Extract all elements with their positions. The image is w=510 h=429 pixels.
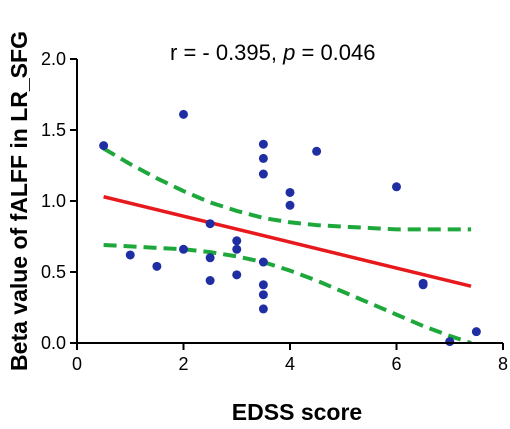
y-tick-label: 0.5	[41, 262, 66, 282]
data-point	[205, 253, 215, 263]
data-point	[285, 187, 295, 197]
confidence-band-lower	[103, 243, 472, 343]
confidence-band	[102, 146, 472, 343]
axes	[70, 58, 504, 350]
data-point	[179, 109, 188, 119]
data-point	[205, 276, 215, 286]
data-point	[258, 304, 268, 314]
data-point	[312, 146, 322, 156]
x-tick-label: 0	[72, 354, 82, 374]
data-point	[205, 219, 215, 229]
data-point	[445, 337, 455, 347]
data-point	[179, 244, 188, 254]
data-point	[99, 141, 109, 151]
data-point	[418, 280, 428, 290]
x-tick-label: 2	[178, 354, 188, 374]
data-point	[125, 250, 135, 260]
data-point	[258, 257, 268, 267]
data-point	[152, 261, 162, 271]
x-axis-title: EDSS score	[232, 399, 362, 425]
data-point	[258, 139, 268, 149]
regression-line	[103, 195, 472, 288]
data-point	[258, 290, 268, 300]
data-point	[258, 280, 268, 290]
x-tick-label: 6	[391, 354, 401, 374]
annotation-prefix: r = - 0.395,	[170, 40, 283, 65]
tick-labels: 0 2 4 6 8 0.0 0.5 1.0 1.5 2.0	[41, 49, 508, 374]
data-point	[232, 244, 242, 254]
regression-line-path	[103, 195, 472, 288]
data-points	[99, 109, 481, 347]
annotation: r = - 0.395, p = 0.046	[170, 40, 376, 65]
data-point	[232, 236, 242, 246]
annotation-p: p	[282, 40, 295, 65]
data-point	[392, 182, 401, 192]
data-point	[285, 200, 295, 210]
confidence-band-upper	[102, 146, 472, 232]
data-point	[258, 153, 268, 163]
y-tick-label: 1.5	[41, 120, 66, 140]
x-tick-label: 8	[498, 354, 508, 374]
data-point	[258, 169, 268, 179]
x-tick-label: 4	[285, 354, 295, 374]
y-tick-label: 2.0	[41, 49, 66, 69]
y-axis-title: Beta value of fALFF in LR_SFG	[6, 31, 32, 371]
y-tick-label: 0.0	[41, 333, 66, 353]
data-point	[232, 270, 242, 280]
data-point	[471, 327, 481, 337]
annotation-suffix: = 0.046	[295, 40, 375, 65]
y-tick-label: 1.0	[41, 191, 66, 211]
